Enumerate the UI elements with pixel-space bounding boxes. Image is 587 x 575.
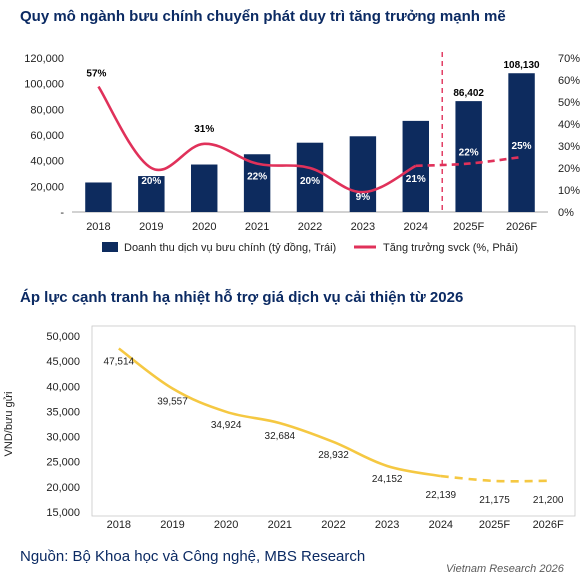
x-tick-label: 2021 xyxy=(245,221,269,233)
x-tick-label: 2022 xyxy=(321,519,345,531)
y-left-tick-label: - xyxy=(60,207,64,219)
revenue-bar xyxy=(508,73,535,212)
y-tick-label: 25,000 xyxy=(46,457,80,469)
y-left-tick-label: 100,000 xyxy=(24,79,64,91)
y-tick-label: 40,000 xyxy=(46,381,80,393)
y-left-tick-label: 20,000 xyxy=(30,181,64,193)
y-tick-label: 35,000 xyxy=(46,406,80,418)
growth-data-label: 22% xyxy=(459,148,479,159)
y-axis-label: VND/bưu gửi xyxy=(3,392,15,457)
x-tick-label: 2018 xyxy=(107,519,131,531)
y-right-tick-label: 30% xyxy=(558,141,580,153)
x-tick-label: 2024 xyxy=(404,221,428,233)
y-right-tick-label: 20% xyxy=(558,163,580,175)
y-tick-label: 50,000 xyxy=(46,331,80,343)
revenue-bar xyxy=(349,136,377,212)
x-tick-label: 2019 xyxy=(139,221,163,233)
revenue-bar xyxy=(138,176,165,212)
x-tick-label: 2023 xyxy=(375,519,399,531)
growth-data-label: 20% xyxy=(300,176,320,187)
source-note: Nguồn: Bộ Khoa học và Công nghệ, MBS Res… xyxy=(20,548,366,565)
growth-line-forecast xyxy=(415,155,522,168)
legend-bar-label: Doanh thu dịch vụ bưu chính (tỷ đồng, Tr… xyxy=(124,242,336,254)
x-tick-label: 2026F xyxy=(533,519,564,531)
revenue-bar xyxy=(296,142,324,212)
chart2-title: Áp lực cạnh tranh hạ nhiệt hỗ trợ giá dị… xyxy=(20,289,464,306)
revenue-bar xyxy=(455,101,482,212)
price-data-label: 32,684 xyxy=(265,431,296,442)
price-data-label: 39,557 xyxy=(157,397,188,408)
price-data-label: 21,175 xyxy=(479,495,510,506)
x-tick-label: 2020 xyxy=(214,519,238,531)
x-tick-label: 2026F xyxy=(506,221,537,233)
bar-data-label: 108,130 xyxy=(503,60,540,71)
revenue-growth-chart: - 20,000 40,000 60,000 80,000 100,000 120,000 0… xyxy=(24,52,580,254)
growth-data-label: 21% xyxy=(406,174,426,185)
price-data-label: 22,139 xyxy=(426,490,457,501)
growth-data-label: 20% xyxy=(141,176,161,187)
price-line-actual xyxy=(118,347,442,478)
price-data-label: 24,152 xyxy=(372,474,403,485)
x-tick-label: 2020 xyxy=(192,221,216,233)
x-tick-label: 2024 xyxy=(429,519,453,531)
y-right-tick-label: 70% xyxy=(558,53,580,65)
x-tick-label: 2021 xyxy=(268,519,292,531)
watermark: Vietnam Research 2026 xyxy=(446,563,564,575)
y-tick-label: 20,000 xyxy=(46,482,80,494)
price-data-label: 21,200 xyxy=(533,495,564,506)
plot-frame xyxy=(91,325,576,517)
y-right-tick-label: 40% xyxy=(558,119,580,131)
growth-line-actual xyxy=(97,85,417,194)
y-left-tick-label: 40,000 xyxy=(30,156,64,168)
y-right-tick-label: 60% xyxy=(558,75,580,87)
revenue-bar xyxy=(191,164,218,212)
growth-data-label: 9% xyxy=(356,192,371,203)
growth-data-label: 25% xyxy=(512,141,532,152)
y-right-tick-label: 0% xyxy=(558,207,574,219)
y-left-tick-label: 80,000 xyxy=(30,104,64,116)
legend-bar-swatch xyxy=(102,242,118,252)
bar-data-label: 86,402 xyxy=(453,88,484,99)
x-tick-label: 2022 xyxy=(298,221,322,233)
growth-data-label: 31% xyxy=(194,124,214,135)
x-tick-label: 2025F xyxy=(479,519,510,531)
y-tick-label: 15,000 xyxy=(46,507,80,519)
growth-data-label: 22% xyxy=(247,172,267,183)
x-tick-label: 2018 xyxy=(86,221,110,233)
price-line-forecast xyxy=(440,474,549,483)
y-right-tick-label: 10% xyxy=(558,185,580,197)
x-tick-label: 2019 xyxy=(160,519,184,531)
legend-line-label: Tăng trưởng svck (%, Phải) xyxy=(383,242,518,254)
chart1-title: Quy mô ngành bưu chính chuyển phát duy t… xyxy=(20,8,506,25)
price-data-label: 28,932 xyxy=(318,450,349,461)
y-left-tick-label: 120,000 xyxy=(24,53,64,65)
y-right-tick-label: 50% xyxy=(558,97,580,109)
revenue-bar xyxy=(85,182,112,212)
x-tick-label: 2023 xyxy=(351,221,375,233)
price-data-label: 34,924 xyxy=(211,420,242,431)
price-data-label: 47,514 xyxy=(104,357,135,368)
growth-data-label: 57% xyxy=(86,69,106,80)
y-tick-label: 30,000 xyxy=(46,432,80,444)
price-per-parcel-chart: 15,000 20,000 25,000 30,000 35,000 40,000 45,0… xyxy=(3,325,576,531)
y-left-tick-label: 60,000 xyxy=(30,130,64,142)
x-tick-label: 2025F xyxy=(453,221,484,233)
y-tick-label: 45,000 xyxy=(46,356,80,368)
